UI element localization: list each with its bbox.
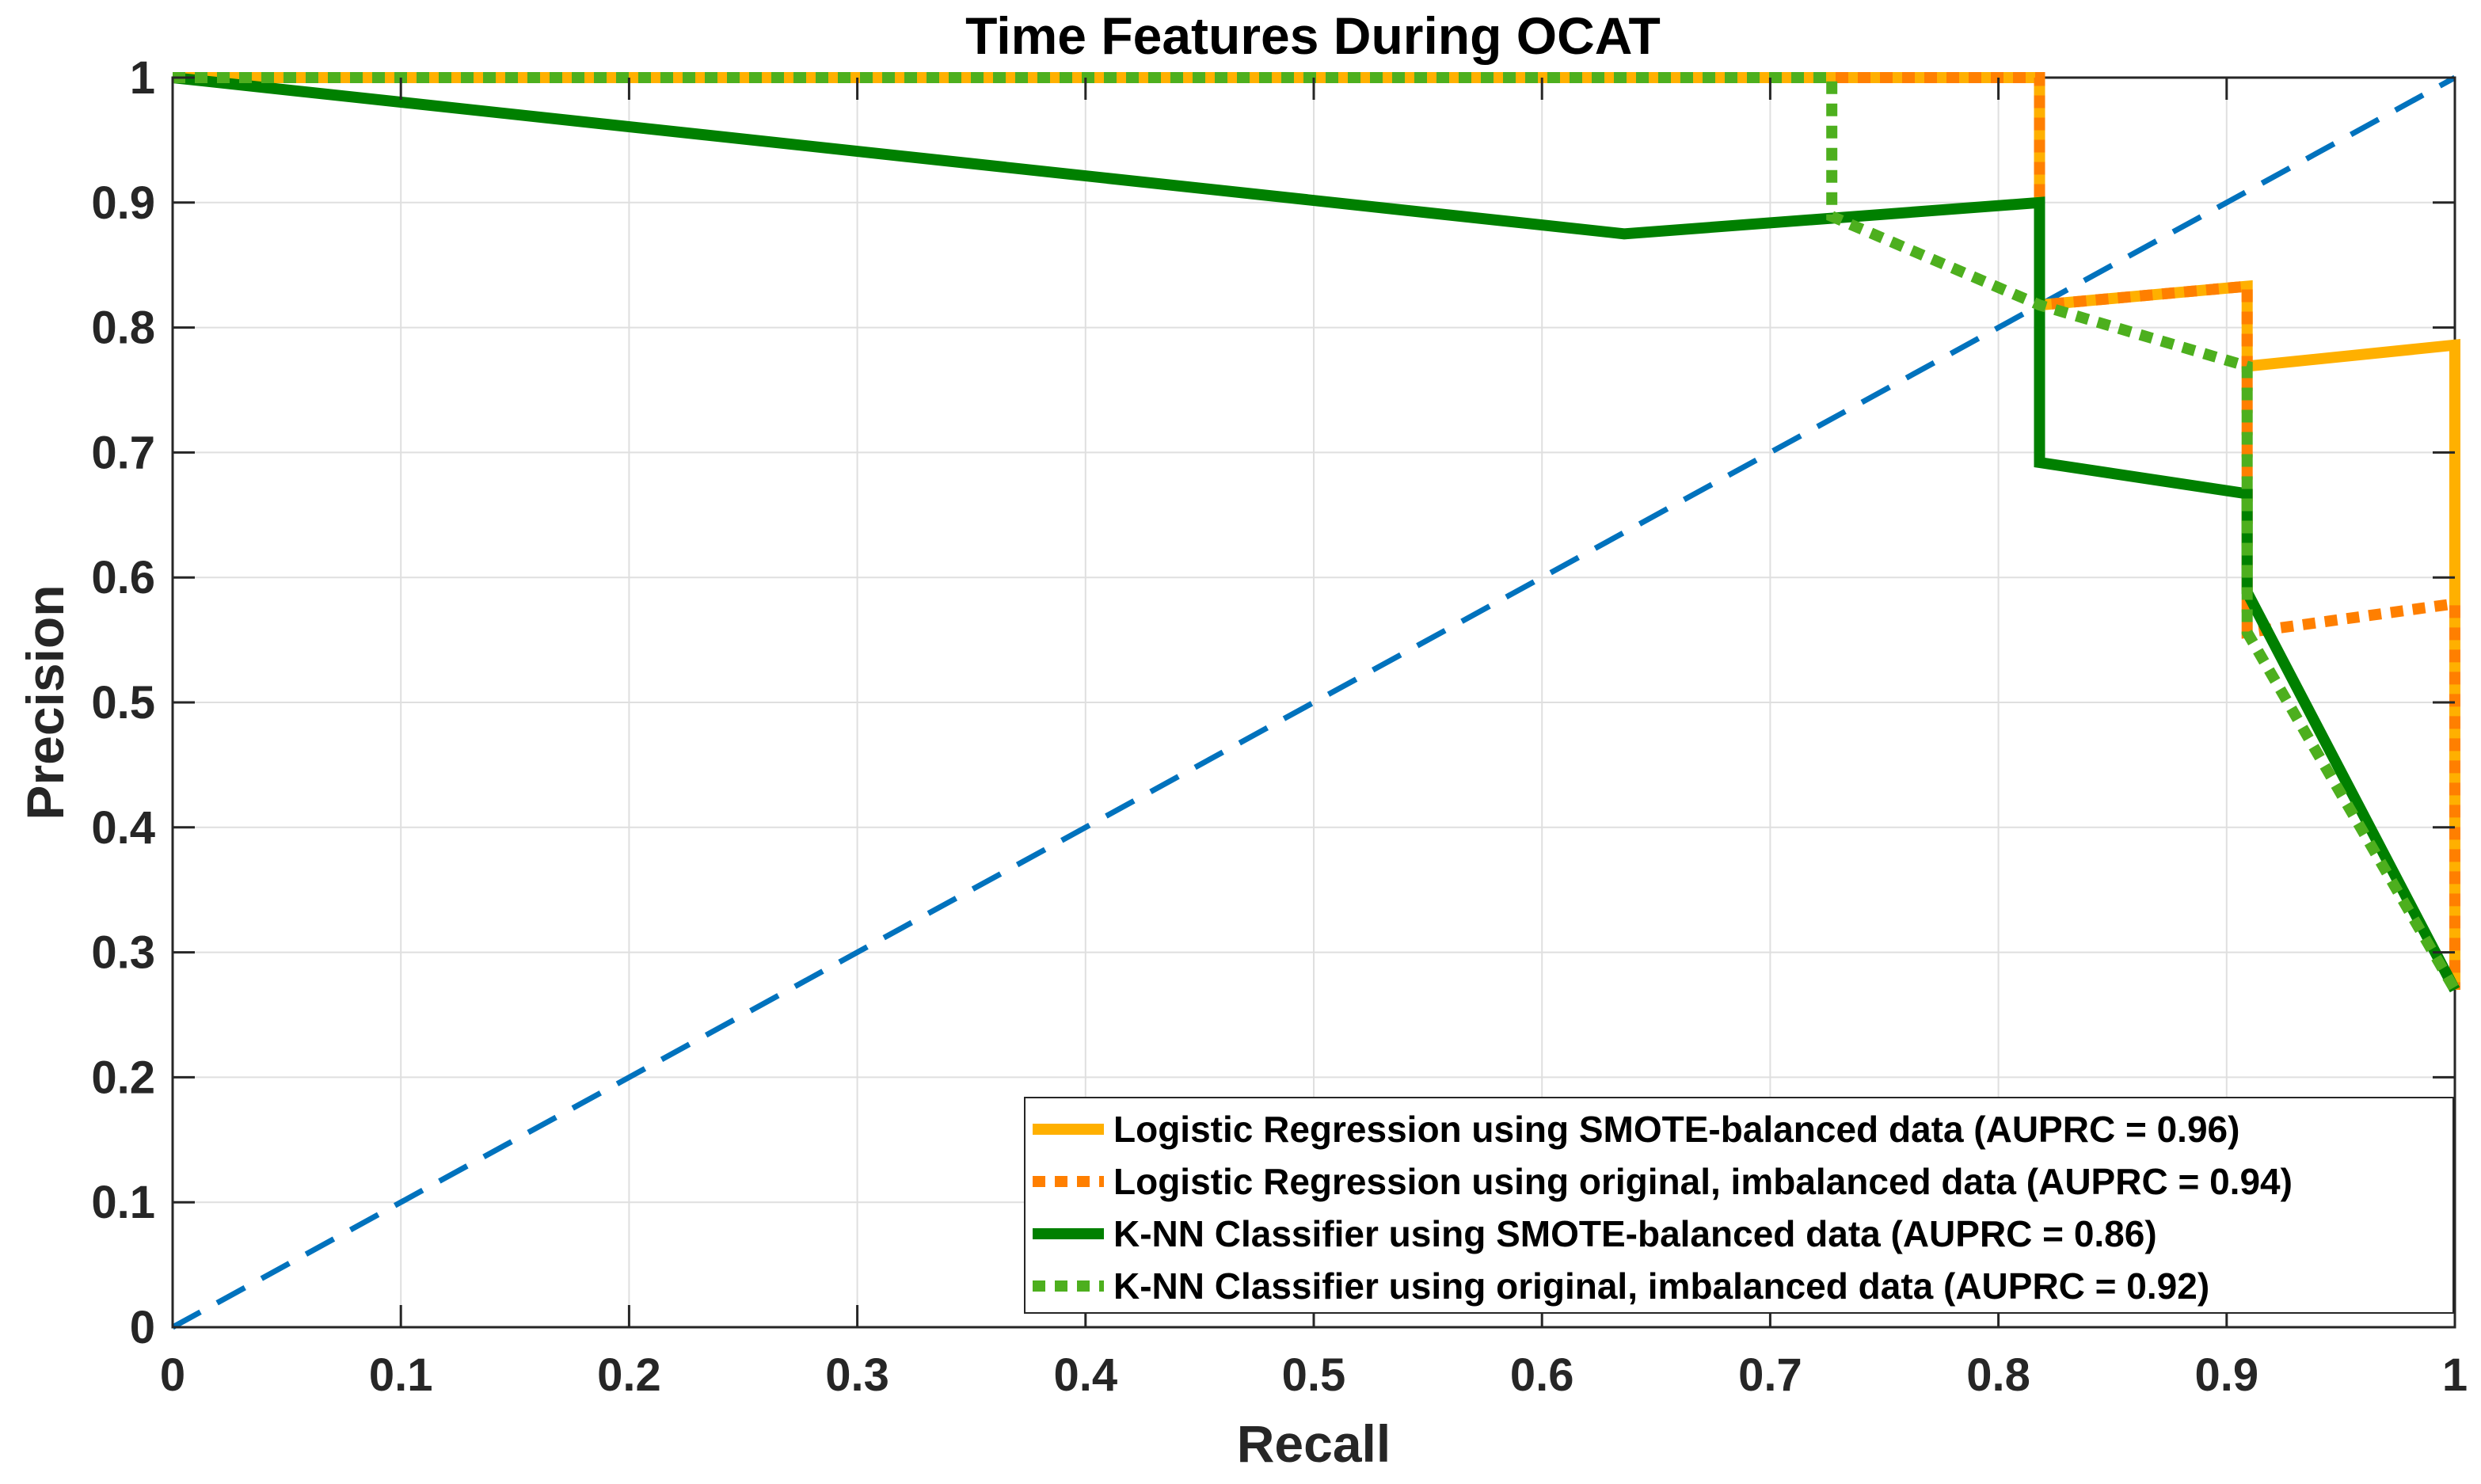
axis-ticks: 0 0.1 0.2 0.3 0.4 0.5 0.6 0.7 0.8 0.9 1 0 0.1 0.2 0.3 0… (91, 52, 2468, 1401)
legend-label: Logistic Regression using SMOTE-balanced… (1113, 1109, 2239, 1150)
y-tick-label: 0.9 (91, 177, 155, 229)
y-tick-label: 1 (130, 52, 155, 104)
x-tick-label: 0.5 (1282, 1349, 1346, 1401)
x-tick-label: 0.1 (369, 1349, 433, 1401)
y-tick-label: 0.3 (91, 927, 155, 979)
x-tick-label: 0.7 (1738, 1349, 1802, 1401)
y-tick-label: 0.1 (91, 1177, 155, 1228)
series-line-3 (173, 72, 2460, 993)
legend-box (1024, 1097, 2454, 1314)
y-tick-label: 0.2 (91, 1052, 155, 1103)
y-tick-label: 0.8 (91, 303, 155, 354)
legend: Logistic Regression using SMOTE-balanced… (1024, 1097, 2454, 1314)
series-line-1 (173, 72, 2460, 990)
series-layer (171, 72, 2460, 1330)
y-tick-label: 0.6 (91, 552, 155, 603)
legend-label: Logistic Regression using original, imba… (1113, 1161, 2293, 1202)
x-tick-label: 0 (160, 1349, 185, 1401)
x-tick-label: 0.3 (825, 1349, 889, 1401)
legend-label: K-NN Classifier using SMOTE-balanced dat… (1113, 1213, 2157, 1254)
y-tick-label: 0 (130, 1302, 155, 1353)
x-axis-title: Recall (1237, 1414, 1391, 1473)
legend-label: K-NN Classifier using original, imbalanc… (1113, 1265, 2209, 1307)
y-tick-label: 0.5 (91, 677, 155, 729)
y-axis-title: Precision (16, 584, 74, 820)
x-tick-label: 1 (2442, 1349, 2468, 1401)
x-tick-label: 0.6 (1510, 1349, 1574, 1401)
y-tick-label: 0.7 (91, 427, 155, 478)
chart-title: Time Features During OCAT (965, 6, 1661, 65)
x-tick-label: 0.4 (1053, 1349, 1117, 1401)
y-tick-label: 0.4 (91, 802, 155, 854)
x-tick-label: 0.9 (2194, 1349, 2258, 1401)
x-tick-label: 0.8 (1966, 1349, 2030, 1401)
series-line-4 (171, 74, 2456, 1330)
x-tick-label: 0.2 (597, 1349, 661, 1401)
